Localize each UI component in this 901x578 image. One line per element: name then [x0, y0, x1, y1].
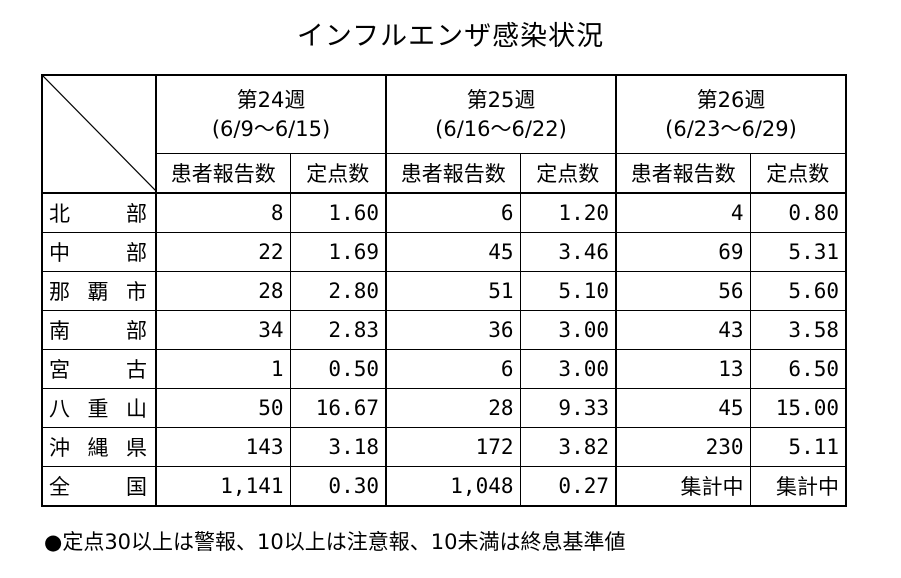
table-row: 中部 22 1.69 45 3.46 69 5.31 — [41, 232, 847, 272]
reports-cell: 45 — [385, 232, 521, 272]
point-cell: 2.83 — [289, 310, 387, 350]
subheader-row: 患者報告数 定点数 患者報告数 定点数 患者報告数 定点数 — [42, 153, 847, 194]
point-cell: 6.50 — [749, 349, 847, 389]
table-row: 八重山 50 16.67 28 9.33 45 15.00 — [41, 388, 847, 428]
header-point: 定点数 — [519, 153, 617, 194]
week-range: (6/9〜6/15) — [211, 116, 331, 141]
point-cell: 0.50 — [289, 349, 387, 389]
point-cell: 集計中 — [749, 466, 847, 507]
region-cell: 宮古 — [41, 349, 157, 389]
week-label: 第24週 — [236, 88, 306, 113]
reports-cell: 1,141 — [155, 466, 291, 507]
reports-cell: 22 — [155, 232, 291, 272]
reports-cell: 28 — [385, 388, 521, 428]
point-cell: 5.11 — [749, 427, 847, 467]
diagonal-line — [43, 76, 157, 192]
table-row: 北部 8 1.60 6 1.20 4 0.80 — [41, 192, 847, 233]
footnote: ●定点30以上は警報、10以上は注意報、10未満は終息基準値 — [44, 530, 626, 554]
reports-cell: 56 — [615, 271, 751, 311]
region-cell: 那覇市 — [41, 271, 157, 311]
point-cell: 3.00 — [519, 349, 617, 389]
reports-cell: 13 — [615, 349, 751, 389]
corner-cell — [41, 74, 157, 194]
region-cell: 南部 — [41, 310, 157, 350]
region-cell: 北部 — [41, 192, 157, 233]
point-cell: 3.82 — [519, 427, 617, 467]
reports-cell: 4 — [615, 192, 751, 233]
reports-cell: 6 — [385, 192, 521, 233]
region-cell: 沖縄県 — [41, 427, 157, 467]
point-cell: 15.00 — [749, 388, 847, 428]
influenza-table: 第24週 (6/9〜6/15) 第25週 (6/16〜6/22) 第26週 (6… — [41, 74, 847, 507]
week-range: (6/16〜6/22) — [435, 116, 567, 141]
point-cell: 1.60 — [289, 192, 387, 233]
week-header-24: 第24週 (6/9〜6/15) — [155, 74, 387, 154]
region-cell: 中部 — [41, 232, 157, 272]
reports-cell: 172 — [385, 427, 521, 467]
header-point: 定点数 — [749, 153, 847, 194]
point-cell: 5.60 — [749, 271, 847, 311]
header-reports: 患者報告数 — [385, 153, 521, 194]
point-cell: 2.80 — [289, 271, 387, 311]
header-reports: 患者報告数 — [155, 153, 291, 194]
reports-cell: 50 — [155, 388, 291, 428]
table-row: 南部 34 2.83 36 3.00 43 3.58 — [41, 310, 847, 350]
point-cell: 16.67 — [289, 388, 387, 428]
header-reports: 患者報告数 — [615, 153, 751, 194]
week-label: 第26週 — [696, 88, 766, 113]
point-cell: 0.27 — [519, 466, 617, 507]
week-header-row: 第24週 (6/9〜6/15) 第25週 (6/16〜6/22) 第26週 (6… — [41, 74, 847, 194]
point-cell: 5.31 — [749, 232, 847, 272]
point-cell: 5.10 — [519, 271, 617, 311]
point-cell: 3.58 — [749, 310, 847, 350]
page-title: インフルエンザ感染状況 — [296, 21, 605, 52]
table-row: 全国 1,141 0.30 1,048 0.27 集計中 集計中 — [41, 466, 847, 507]
week-range: (6/23〜6/29) — [665, 116, 797, 141]
point-cell: 1.69 — [289, 232, 387, 272]
table-row: 沖縄県 143 3.18 172 3.82 230 5.11 — [41, 427, 847, 467]
reports-cell: 143 — [155, 427, 291, 467]
table-row: 那覇市 28 2.80 51 5.10 56 5.60 — [41, 271, 847, 311]
reports-cell: 36 — [385, 310, 521, 350]
reports-cell: 8 — [155, 192, 291, 233]
region-cell: 全国 — [41, 466, 157, 507]
reports-cell: 集計中 — [615, 466, 751, 507]
reports-cell: 51 — [385, 271, 521, 311]
point-cell: 3.00 — [519, 310, 617, 350]
reports-cell: 6 — [385, 349, 521, 389]
reports-cell: 69 — [615, 232, 751, 272]
point-cell: 0.80 — [749, 192, 847, 233]
reports-cell: 43 — [615, 310, 751, 350]
point-cell: 0.30 — [289, 466, 387, 507]
table-row: 宮古 1 0.50 6 3.00 13 6.50 — [41, 349, 847, 389]
reports-cell: 1,048 — [385, 466, 521, 507]
week-label: 第25週 — [466, 88, 536, 113]
reports-cell: 28 — [155, 271, 291, 311]
point-cell: 1.20 — [519, 192, 617, 233]
week-header-26: 第26週 (6/23〜6/29) — [615, 74, 847, 154]
point-cell: 3.46 — [519, 232, 617, 272]
reports-cell: 1 — [155, 349, 291, 389]
reports-cell: 34 — [155, 310, 291, 350]
reports-cell: 45 — [615, 388, 751, 428]
week-header-25: 第25週 (6/16〜6/22) — [385, 74, 617, 154]
region-cell: 八重山 — [41, 388, 157, 428]
reports-cell: 230 — [615, 427, 751, 467]
point-cell: 9.33 — [519, 388, 617, 428]
point-cell: 3.18 — [289, 427, 387, 467]
header-point: 定点数 — [289, 153, 387, 194]
